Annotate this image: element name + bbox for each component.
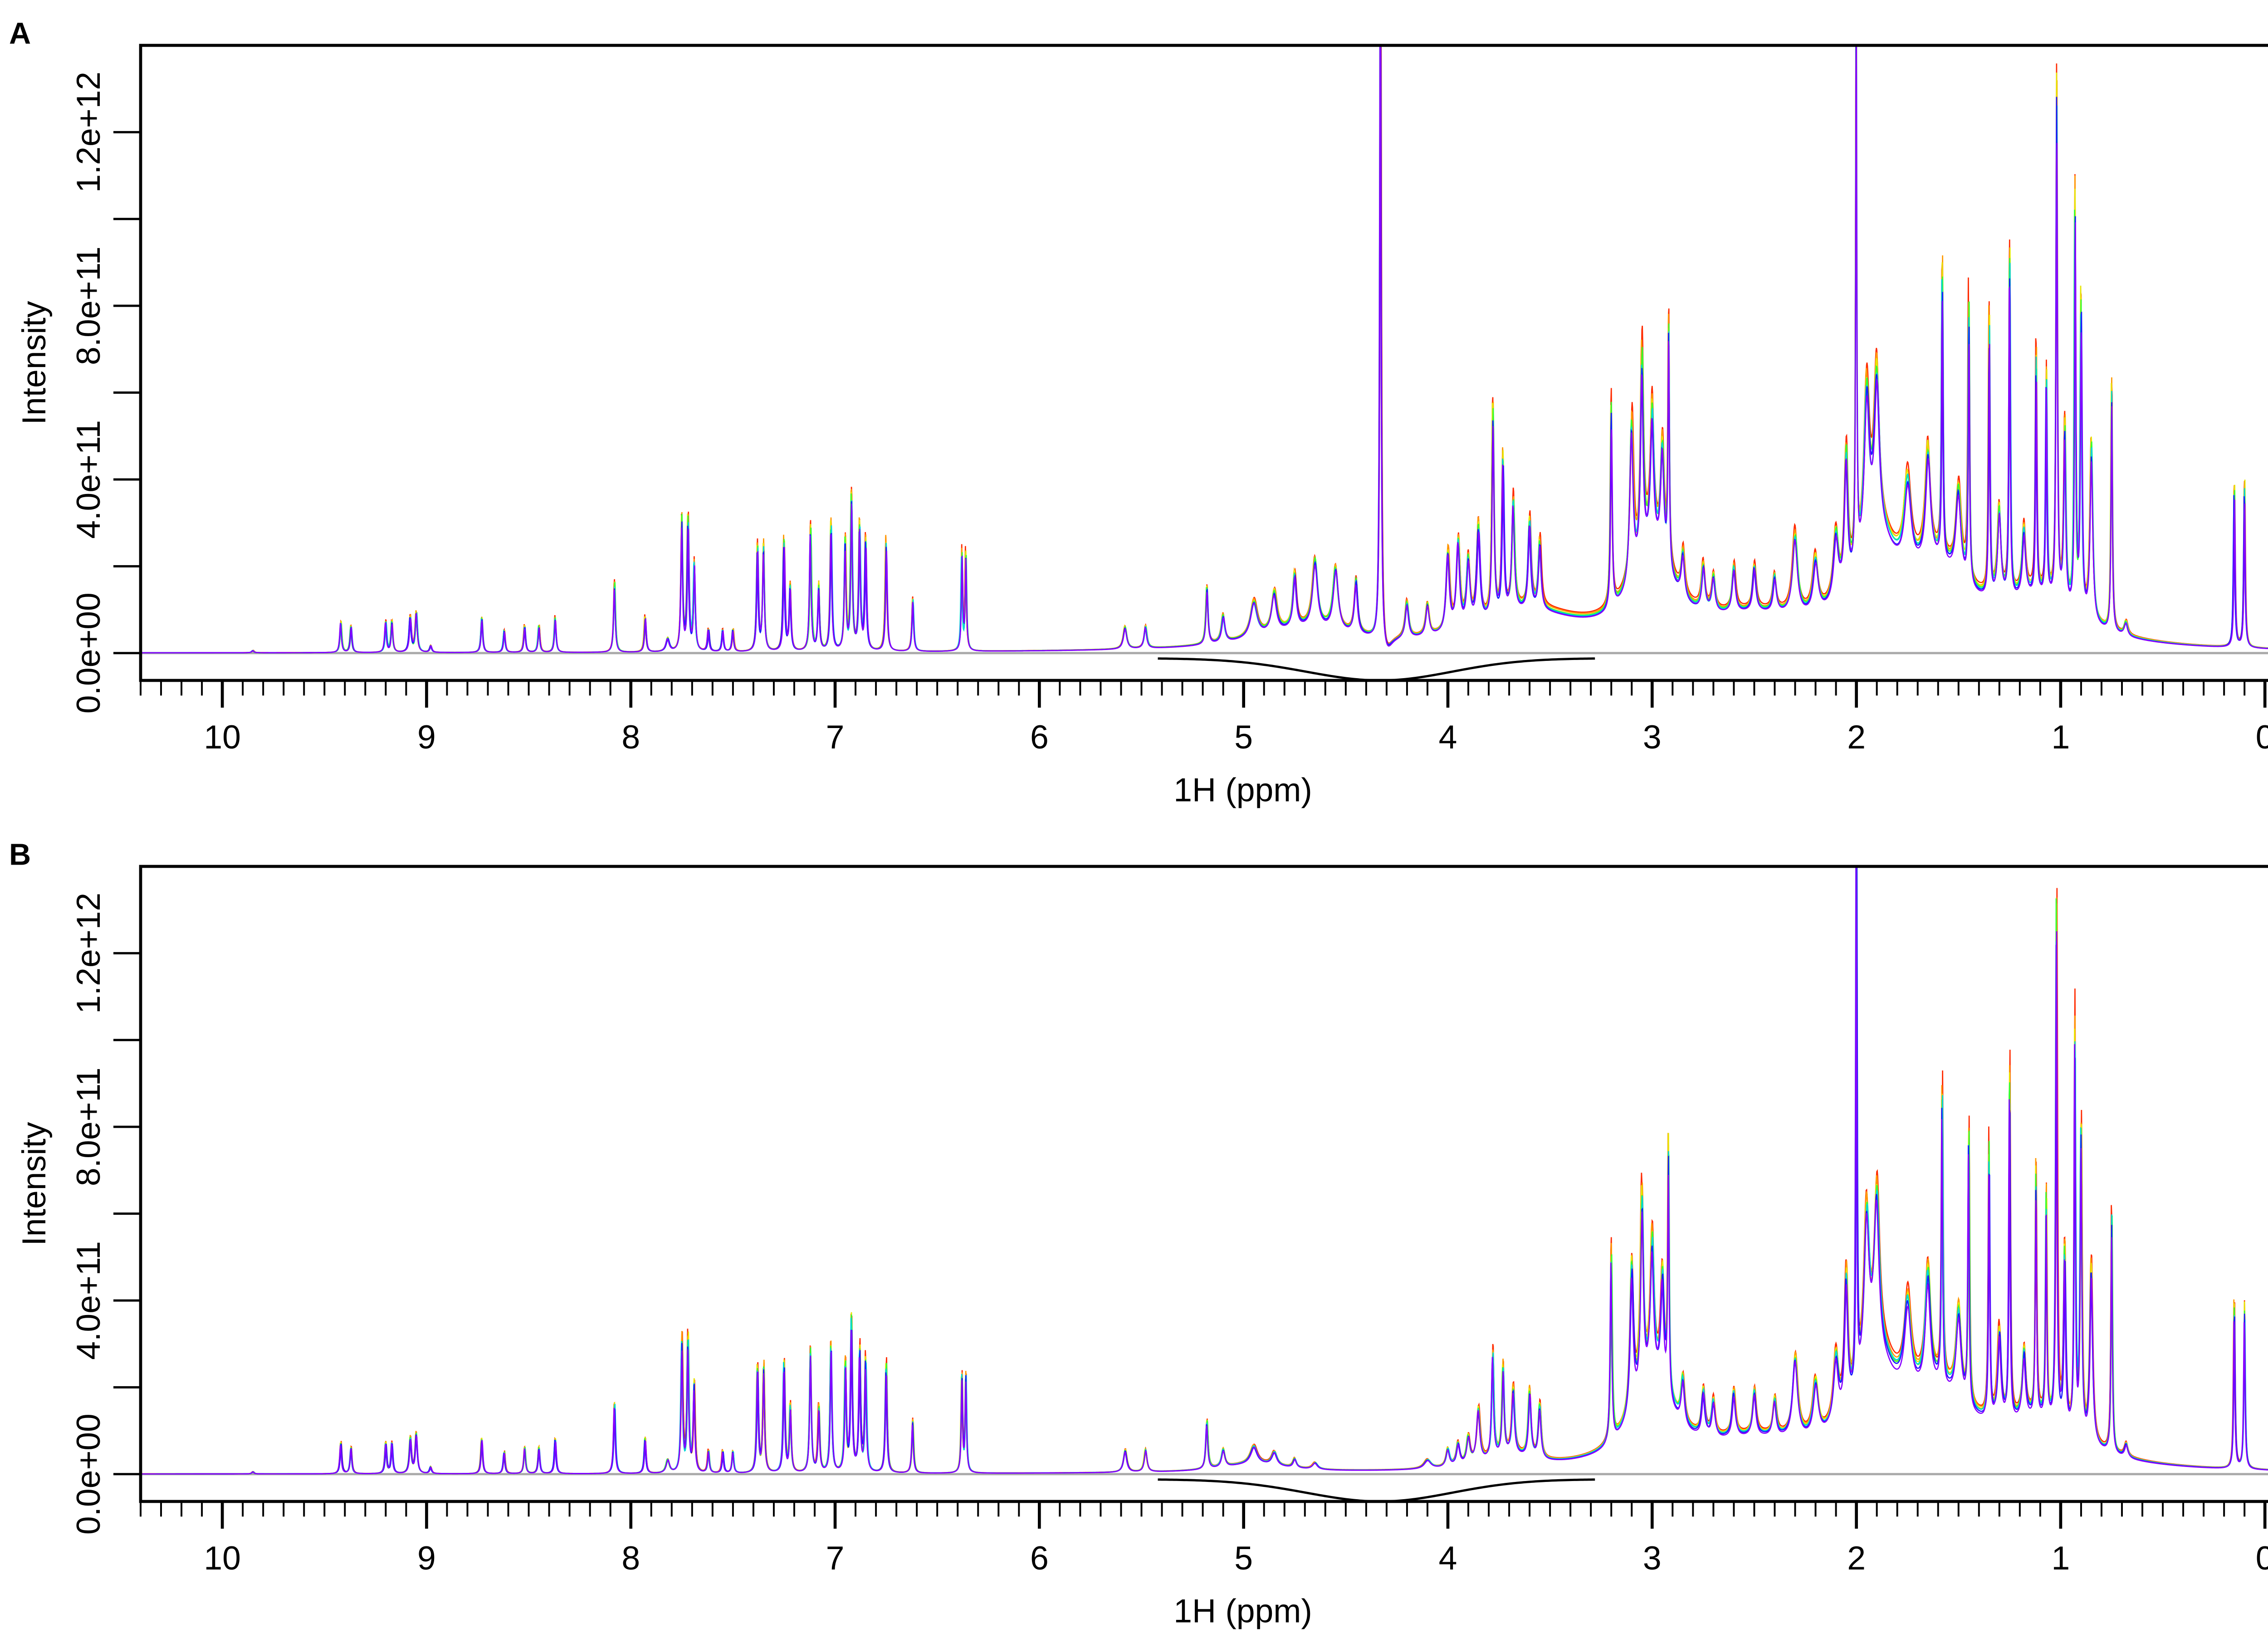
x-tick-label: 4 <box>1439 719 1457 756</box>
panel-a: A 1098765432100.0e+004.0e+118.0e+111.2e+… <box>9 17 2268 809</box>
x-tick-label: 2 <box>1847 1540 1866 1577</box>
x-tick-label: 9 <box>417 719 436 756</box>
spectra-a <box>141 45 2268 655</box>
spectrum-line <box>141 45 2268 654</box>
spectrum-line <box>141 866 2268 1475</box>
spectrum-line <box>141 866 2268 1475</box>
x-tick-label: 8 <box>621 719 640 756</box>
x-tick-label: 7 <box>826 1540 845 1577</box>
panel-label-a: A <box>9 17 31 51</box>
x-tick-label: 10 <box>204 1540 241 1577</box>
x-tick-label: 3 <box>1643 1540 1662 1577</box>
y-axis-label-b: Intensity <box>15 1122 53 1246</box>
x-tick-label: 9 <box>417 1540 436 1577</box>
spectrum-line <box>141 45 2268 654</box>
y-axis-label-a: Intensity <box>15 301 53 425</box>
spectrum-line <box>141 45 2268 654</box>
y-tick-label: 8.0e+11 <box>70 1067 107 1186</box>
y-tick-label: 0.0e+00 <box>70 1413 107 1535</box>
x-axis-label-b: 1H (ppm) <box>1173 1593 1312 1630</box>
x-tick-label: 1 <box>2052 719 2070 756</box>
plot-frame <box>139 865 2268 1503</box>
x-tick-label: 8 <box>621 1540 640 1577</box>
x-tick-label: 6 <box>1030 719 1049 756</box>
panel-b: B 1098765432100.0e+004.0e+118.0e+111.2e+… <box>9 838 2268 1630</box>
axes-a: 1098765432100.0e+004.0e+118.0e+111.2e+12 <box>70 44 2268 756</box>
spectrum-line <box>141 45 2268 654</box>
y-tick-label: 4.0e+11 <box>70 420 107 539</box>
spectrum-line <box>141 866 2268 1475</box>
spectra-b <box>141 866 2268 1476</box>
x-tick-label: 3 <box>1643 719 1662 756</box>
x-tick-label: 5 <box>1234 1540 1253 1577</box>
plot-frame <box>139 44 2268 682</box>
panel-label-b: B <box>9 838 31 872</box>
x-tick-label: 6 <box>1030 1540 1049 1577</box>
y-tick-label: 4.0e+11 <box>70 1241 107 1360</box>
y-tick-label: 1.2e+12 <box>70 72 107 193</box>
spectrum-line <box>141 45 2268 654</box>
x-tick-label: 5 <box>1234 719 1253 756</box>
x-tick-label: 4 <box>1439 1540 1457 1577</box>
x-tick-label: 7 <box>826 719 845 756</box>
x-tick-label: 1 <box>2052 1540 2070 1577</box>
y-tick-label: 8.0e+11 <box>70 246 107 365</box>
weighting-curve <box>1158 1478 1595 1503</box>
weighting-curve <box>1158 657 1595 682</box>
spectrum-line <box>141 45 2268 654</box>
x-tick-label: 0 <box>2256 1540 2268 1577</box>
spectrum-line <box>141 45 2268 654</box>
y-tick-label: 0.0e+00 <box>70 592 107 714</box>
x-tick-label: 2 <box>1847 719 1866 756</box>
y-tick-label: 1.2e+12 <box>70 893 107 1014</box>
x-tick-label: 0 <box>2256 719 2268 756</box>
x-axis-label-a: 1H (ppm) <box>1173 772 1312 809</box>
axes-b: 1098765432100.0e+004.0e+118.0e+111.2e+12 <box>70 865 2268 1577</box>
spectrum-line <box>141 866 2268 1475</box>
x-tick-label: 10 <box>204 719 241 756</box>
